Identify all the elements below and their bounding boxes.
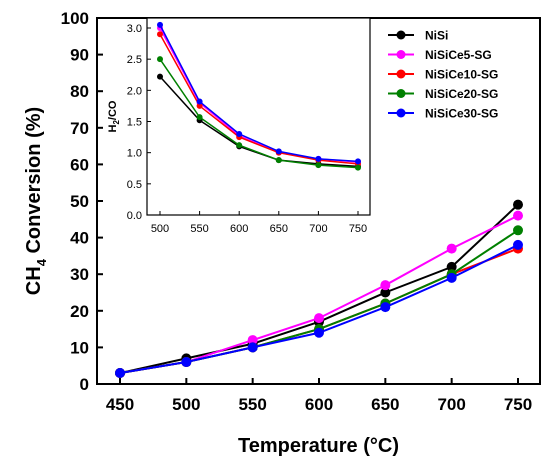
legend-label: NiSiCe10-SG: [425, 68, 498, 82]
inset-data-point: [157, 73, 163, 80]
main-y-axis-title-main: CH: [23, 266, 45, 295]
main-y-tick-label: 100: [61, 9, 89, 28]
main-x-tick-label: 500: [172, 395, 200, 414]
inset-plot-area: 0.0 0.5 1.0 1.5 2.0 2.5 3.0 500 550 600 650 700 750 H…: [107, 17, 371, 235]
main-series-line: [119, 229, 519, 375]
main-data-point: [380, 302, 391, 313]
inset-data-point: [275, 148, 282, 155]
main-x-tick-label: 450: [106, 395, 134, 414]
main-data-point: [513, 210, 523, 221]
inset-data-point: [157, 21, 163, 28]
legend: NiSi NiSiCe5-SG NiSiCe10-SG NiSiCe20-SG NiSi…: [388, 29, 498, 121]
main-y-axis-title-sub: 4: [34, 258, 49, 266]
main-data-point: [446, 243, 457, 254]
inset-y-axis-title-main: H: [107, 124, 119, 132]
inset-data-point: [236, 130, 243, 137]
inset-series-line: [159, 58, 359, 169]
inset-x-tick-label: 550: [190, 223, 208, 235]
legend-marker: [396, 108, 406, 118]
main-y-tick-label: 80: [70, 82, 89, 101]
legend-label: NiSiCe20-SG: [425, 87, 498, 101]
inset-data-point: [196, 102, 203, 109]
legend-marker: [396, 89, 406, 98]
inset-series-line: [159, 24, 359, 163]
main-y-tick-label: 50: [70, 192, 89, 211]
main-data-point: [115, 368, 125, 379]
main-series-line: [119, 247, 519, 375]
main-data-point: [314, 313, 324, 324]
legend-marker: [396, 50, 406, 59]
main-data-point: [446, 272, 457, 283]
inset-y-tick-label: 0.5: [127, 179, 142, 191]
inset-y-tick-label: 3.0: [127, 23, 142, 35]
main-x-tick-label: 750: [504, 395, 532, 414]
inset-series-line: [159, 33, 359, 165]
inset-data-point: [355, 164, 361, 171]
main-data-point: [446, 261, 457, 272]
main-data-point: [513, 199, 523, 210]
main-plot-area: 0 10 20 30 40 50 60 70 80 90 100 450 500 550 600 650 700…: [23, 9, 541, 457]
main-data-point: [513, 239, 523, 250]
inset-y-axis-title-sub: 2: [112, 120, 121, 125]
legend-marker: [396, 69, 406, 79]
legend-marker: [396, 30, 406, 40]
inset-data-point: [236, 142, 243, 149]
legend-label: NiSiCe5-SG: [425, 48, 492, 62]
inset-data-point: [315, 155, 322, 162]
main-y-tick-label: 60: [70, 155, 89, 174]
inset-x-tick-label: 600: [230, 223, 248, 235]
main-series-line: [119, 244, 519, 375]
inset-data-point: [355, 158, 361, 165]
inset-data-point: [315, 162, 322, 169]
inset-data-point: [275, 157, 282, 164]
main-y-tick-label: 40: [70, 229, 89, 248]
inset-y-tick-label: 1.0: [127, 148, 142, 160]
legend-label: NiSi: [425, 29, 448, 43]
inset-x-tick-label: 750: [349, 223, 367, 235]
main-y-tick-label: 20: [70, 302, 89, 321]
main-x-tick-label: 550: [238, 395, 266, 414]
main-x-axis-title: Temperature (°C): [238, 435, 399, 457]
inset-y-axis-title: H2/CO: [107, 100, 121, 132]
main-y-tick-label: 10: [70, 338, 89, 357]
main-data-point: [513, 225, 523, 236]
main-data-point: [181, 357, 192, 368]
inset-y-tick-label: 2.5: [127, 54, 142, 66]
main-y-tick-label: 0: [80, 375, 89, 394]
main-x-tick-label: 650: [371, 395, 399, 414]
main-y-axis-title: CH4 Conversion (%): [23, 107, 49, 295]
main-series-line: [119, 214, 519, 375]
main-data-point: [247, 335, 258, 346]
inset-data-point: [196, 114, 203, 121]
inset-y-tick-label: 1.5: [127, 117, 142, 129]
main-x-tick-label: 700: [437, 395, 465, 414]
legend-label: NiSiCe30-SG: [425, 107, 498, 121]
main-data-point: [380, 287, 391, 298]
inset-y-tick-label: 0.0: [127, 210, 142, 222]
main-data-point: [247, 342, 258, 353]
main-data-point: [380, 280, 391, 291]
main-y-tick-label: 30: [70, 265, 89, 284]
main-y-tick-label: 70: [70, 119, 89, 138]
main-x-tick-label: 600: [305, 395, 333, 414]
inset-y-axis-title-rest: /CO: [107, 100, 119, 120]
inset-x-tick-label: 650: [270, 223, 288, 235]
inset-data-point: [196, 98, 203, 105]
inset-y-tick-label: 2.0: [127, 85, 142, 97]
main-y-axis-title-rest: Conversion (%): [23, 107, 45, 259]
inset-plot-frame: [146, 17, 371, 216]
inset-x-tick-label: 500: [151, 223, 169, 235]
inset-data-point: [157, 31, 163, 38]
main-data-point: [314, 327, 324, 338]
inset-data-point: [157, 56, 163, 63]
main-y-tick-label: 90: [70, 46, 89, 65]
inset-x-tick-label: 700: [309, 223, 327, 235]
